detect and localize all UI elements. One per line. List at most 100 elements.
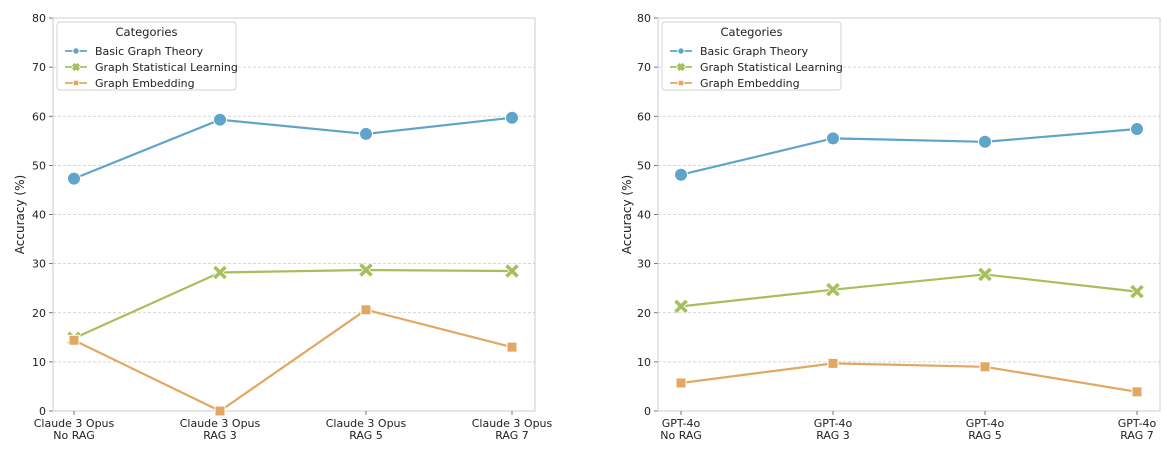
data-point	[1129, 284, 1145, 299]
y-tick-label: 40	[32, 209, 46, 222]
data-point	[504, 263, 520, 279]
y-tick-label: 80	[32, 12, 46, 25]
data-point	[979, 361, 991, 373]
x-tick-line: Claude 3 Opus	[34, 417, 115, 430]
data-point-stroke	[505, 264, 519, 278]
series-basic	[67, 110, 519, 186]
data-point	[1131, 386, 1143, 398]
x-tick-line: No RAG	[53, 429, 95, 442]
legend-title: Categories	[721, 25, 783, 39]
data-point	[358, 262, 374, 278]
x-tick-label: Claude 3 Opus RAG 3	[180, 417, 261, 442]
y-tick-label: 40	[637, 209, 651, 222]
data-point	[68, 334, 80, 346]
legend-swatch-marker	[72, 79, 80, 87]
data-point	[827, 357, 839, 369]
y-tick-label: 0	[644, 405, 651, 418]
y-tick-label: 30	[32, 258, 46, 271]
data-point-stroke	[213, 265, 227, 280]
data-point-stroke	[826, 282, 840, 297]
x-tick-label: Claude 3 Opus No RAG	[34, 417, 115, 442]
data-point	[212, 265, 228, 280]
data-point	[826, 131, 840, 146]
x-tick-line: GPT-4o	[966, 417, 1005, 430]
y-tick-label: 70	[637, 61, 651, 74]
y-tick-label: 50	[32, 159, 46, 172]
x-tick-line: RAG 5	[968, 429, 1002, 442]
legend-swatch-marker	[71, 62, 81, 72]
plot-frame	[52, 17, 536, 412]
legend-entry: Graph Statistical Learning	[700, 61, 843, 74]
series-line	[73, 116, 513, 180]
x-tick-label: Claude 3 Opus RAG 7	[472, 417, 553, 442]
legend-title: Categories	[116, 25, 178, 39]
series-embedding	[68, 304, 518, 417]
legend-box	[56, 21, 237, 91]
data-point	[825, 282, 841, 297]
x-tick-line: GPT-4o	[814, 417, 853, 430]
legend-entry: Graph Embedding	[95, 77, 195, 90]
series-line	[680, 362, 1138, 393]
data-point-stroke	[674, 299, 688, 314]
legend-entry: Basic Graph Theory	[700, 45, 809, 58]
legend-swatch-marker	[677, 79, 685, 87]
data-point	[1130, 122, 1144, 137]
legend: Categories Basic Graph Theory Graph Statis…	[661, 21, 843, 91]
y-tick-label: 20	[637, 307, 651, 320]
data-point	[214, 405, 226, 417]
legend-entry: Graph Statistical Learning	[95, 61, 238, 74]
data-point	[359, 126, 373, 141]
data-point	[673, 299, 689, 314]
y-axis-label: Accuracy (%)	[13, 175, 27, 254]
series-line	[680, 127, 1138, 176]
data-point	[675, 377, 687, 389]
x-tick-line: GPT-4o	[662, 417, 701, 430]
data-point	[977, 267, 993, 282]
x-tick-line: RAG 5	[349, 429, 383, 442]
legend-swatch-marker-stroke	[676, 62, 686, 72]
x-tick-line: Claude 3 Opus	[472, 417, 553, 430]
y-tick-label: 60	[637, 110, 651, 123]
series-basic	[674, 122, 1144, 182]
legend-box	[661, 21, 842, 91]
data-point	[505, 110, 519, 125]
x-tick-line: RAG 3	[816, 429, 850, 442]
y-tick-label: 70	[32, 61, 46, 74]
plot-frame	[657, 17, 1161, 412]
data-point	[213, 112, 227, 127]
data-point-stroke	[359, 263, 373, 277]
legend-entry: Graph Embedding	[700, 77, 800, 90]
x-tick-line: No RAG	[660, 429, 702, 442]
x-tick-label: GPT-4o RAG 5	[966, 417, 1005, 442]
y-axis-label: Accuracy (%)	[620, 175, 634, 254]
y-tick-label: 10	[32, 356, 46, 369]
series-line	[73, 308, 513, 413]
legend-swatch-marker	[677, 47, 685, 55]
data-point-stroke	[1130, 284, 1144, 299]
y-tick-label: 60	[32, 110, 46, 123]
series-embedding	[675, 357, 1143, 398]
data-point	[978, 134, 992, 149]
y-tick-label: 20	[32, 307, 46, 320]
x-tick-label: GPT-4o RAG 7	[1118, 417, 1157, 442]
data-point	[506, 341, 518, 353]
x-tick-label: Claude 3 Opus RAG 5	[326, 417, 407, 442]
y-tick-label: 80	[637, 12, 651, 25]
legend-entry: Basic Graph Theory	[95, 45, 204, 58]
x-tick-label: GPT-4o RAG 3	[814, 417, 853, 442]
series-line	[73, 268, 513, 340]
legend-swatch-marker	[72, 47, 80, 55]
data-point	[360, 304, 372, 316]
legend-swatch-marker-stroke	[71, 62, 81, 72]
series-line	[680, 273, 1138, 308]
x-tick-line: Claude 3 Opus	[180, 417, 261, 430]
data-point	[674, 167, 688, 182]
x-tick-line: Claude 3 Opus	[326, 417, 407, 430]
y-tick-label: 50	[637, 159, 651, 172]
legend-swatch-marker	[676, 62, 686, 72]
x-tick-line: RAG 3	[203, 429, 237, 442]
